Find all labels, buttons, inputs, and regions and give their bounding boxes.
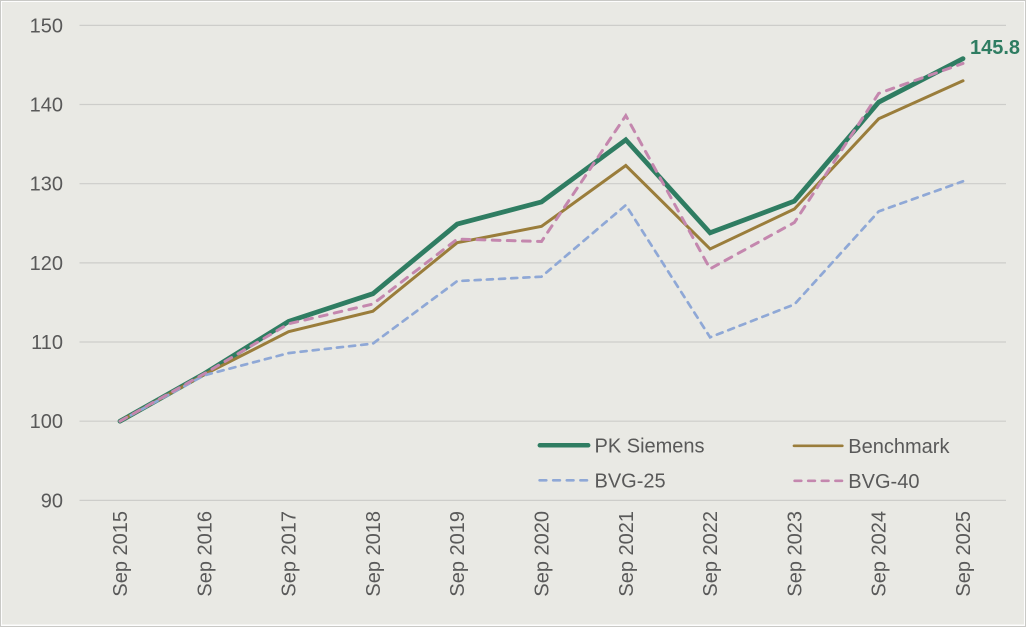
- svg-text:120: 120: [30, 253, 63, 275]
- svg-text:100: 100: [30, 411, 63, 433]
- svg-text:Sep 2020: Sep 2020: [532, 511, 554, 597]
- svg-text:Sep 2015: Sep 2015: [110, 511, 132, 597]
- svg-text:Sep 2023: Sep 2023: [784, 511, 806, 597]
- svg-text:Sep 2019: Sep 2019: [447, 511, 469, 597]
- svg-text:Benchmark: Benchmark: [848, 436, 950, 458]
- svg-text:Sep 2021: Sep 2021: [616, 511, 638, 597]
- svg-text:90: 90: [41, 490, 63, 512]
- svg-text:Sep 2024: Sep 2024: [869, 511, 891, 597]
- svg-text:Sep 2022: Sep 2022: [700, 511, 722, 597]
- svg-text:Sep 2025: Sep 2025: [953, 511, 975, 597]
- svg-text:Sep 2016: Sep 2016: [194, 511, 216, 597]
- svg-text:Sep 2017: Sep 2017: [279, 511, 301, 597]
- svg-text:BVG-25: BVG-25: [595, 470, 666, 492]
- svg-text:145.8: 145.8: [970, 37, 1020, 59]
- svg-text:130: 130: [30, 174, 63, 196]
- svg-text:110: 110: [31, 332, 63, 354]
- svg-text:140: 140: [30, 94, 63, 116]
- svg-text:Sep 2018: Sep 2018: [363, 511, 385, 597]
- svg-text:PK Siemens: PK Siemens: [595, 435, 705, 457]
- svg-text:BVG-40: BVG-40: [848, 471, 919, 493]
- svg-text:150: 150: [30, 15, 63, 37]
